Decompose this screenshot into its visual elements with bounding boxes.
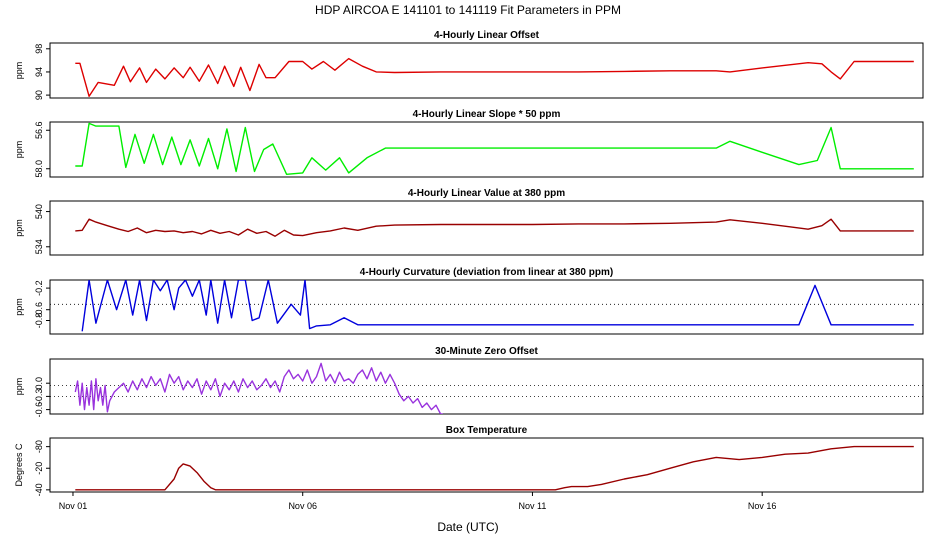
y-tick-label: 90 [34, 90, 44, 100]
y-tick-label: -0.6 [34, 402, 44, 418]
panels: 4-Hourly Linear Offset909498ppm4-Hourly … [14, 30, 924, 496]
panel-title: 4-Hourly Linear Slope * 50 ppm [413, 109, 561, 120]
y-tick-label: 56.6 [34, 121, 44, 139]
series-line [75, 218, 914, 237]
y-tick-label: 540 [34, 204, 44, 219]
y-axis-label: ppm [14, 62, 24, 80]
plot-frame [49, 42, 924, 99]
x-tick-label: Nov 16 [748, 501, 777, 511]
y-tick-label: 98 [34, 44, 44, 54]
y-tick-label: -0.8 [34, 313, 44, 329]
series-line [75, 445, 914, 491]
series-line [75, 57, 914, 98]
plot-frame [49, 437, 924, 493]
y-tick-label: -40 [34, 483, 44, 496]
y-axis-label: ppm [14, 141, 24, 159]
panel-4: 4-Hourly Curvature (deviation from linea… [14, 267, 924, 335]
x-axis: Nov 01 Nov 06 Nov 11 Nov 16 [59, 492, 777, 511]
plot-frame [49, 121, 924, 178]
plot-frame [49, 200, 924, 256]
series-line [74, 362, 443, 414]
series-line [75, 122, 914, 176]
y-axis-label: ppm [14, 378, 24, 396]
y-tick-label: 58.0 [34, 160, 44, 178]
plot-frame [49, 279, 924, 335]
plot-frame [49, 358, 924, 415]
x-tick-label: Nov 11 [519, 501, 547, 511]
panel-title: 4-Hourly Linear Offset [434, 30, 540, 41]
y-tick-label: 0.0 [34, 377, 44, 390]
panel-title: 4-Hourly Curvature (deviation from linea… [360, 267, 613, 278]
panel-6: Box Temperature -40 -20 -80 Degrees C [14, 425, 924, 496]
y-tick-label: -0.3 [34, 389, 44, 405]
y-tick-label: -80 [34, 440, 44, 453]
main-title: HDP AIRCOA E 141101 to 141119 Fit Parame… [315, 3, 621, 17]
y-tick-label: -20 [34, 462, 44, 475]
y-tick-label: -0.6 [34, 302, 44, 318]
panel-2: 4-Hourly Linear Slope * 50 ppm 58.0 56.6 pp… [14, 109, 924, 178]
series-line [81, 280, 914, 332]
x-axis-label: Date (UTC) [437, 520, 498, 534]
panel-5: 30-Minute Zero Offset -0.6-0.30.0 ppm [14, 346, 924, 418]
y-axis-label: ppm [14, 219, 24, 237]
panel-title: Box Temperature [446, 425, 528, 436]
x-tick-label: Nov 01 [59, 501, 88, 511]
y-axis-label: Degrees C [14, 443, 24, 487]
x-tick-label: Nov 06 [288, 501, 317, 511]
panel-title: 30-Minute Zero Offset [435, 346, 538, 357]
y-axis-label: ppm [14, 298, 24, 316]
panel-3: 4-Hourly Linear Value at 380 ppm 534 540 pp… [14, 188, 924, 256]
panel-title: 4-Hourly Linear Value at 380 ppm [408, 188, 565, 199]
y-tick-label: 534 [34, 239, 44, 254]
y-tick-label: 94 [34, 67, 44, 77]
y-tick-label: -0.2 [34, 280, 44, 296]
panel-1: 4-Hourly Linear Offset 90 94 98 ppm [14, 30, 924, 100]
